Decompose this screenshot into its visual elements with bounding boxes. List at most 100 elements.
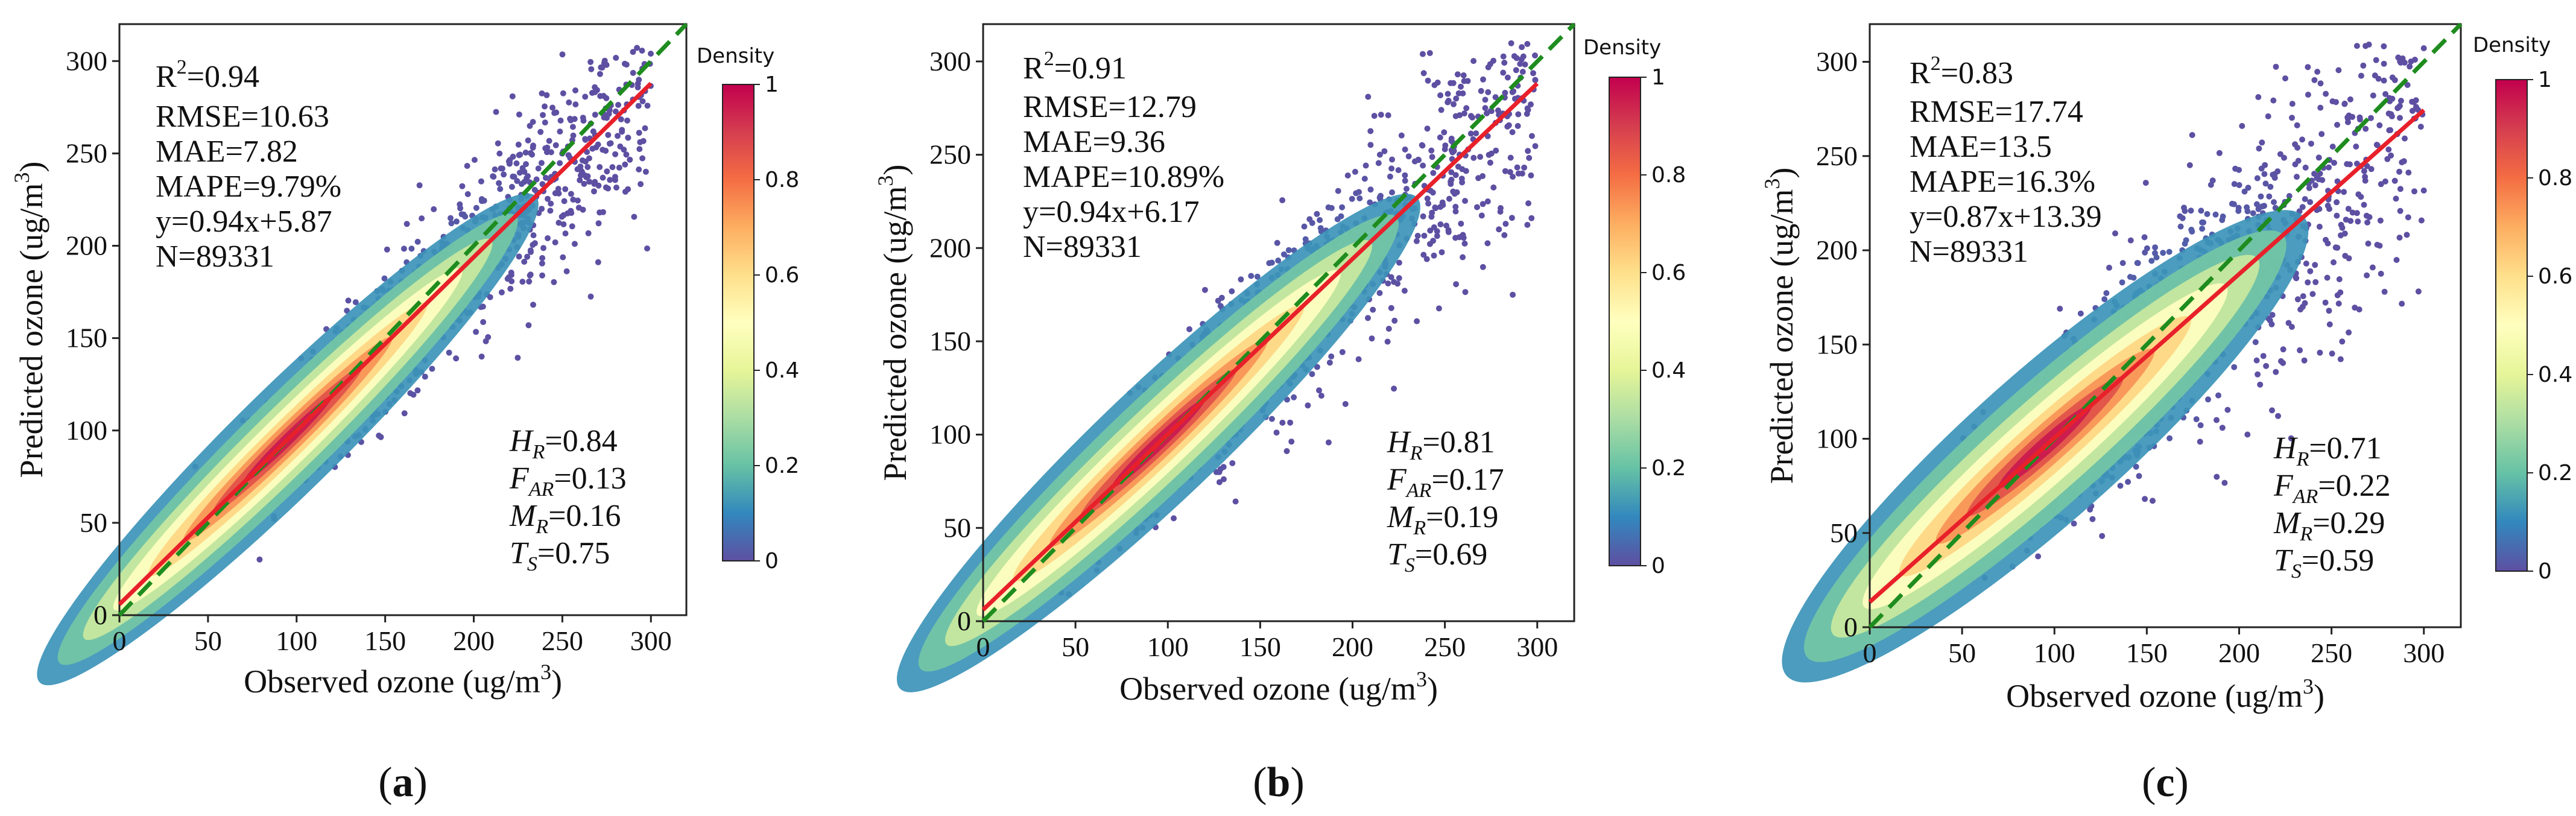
scatter-point-a xyxy=(507,157,513,163)
scatter-point-a xyxy=(644,245,650,251)
colorbar-title-a: Density xyxy=(697,44,774,68)
scatter-point-a xyxy=(513,160,520,166)
scatter-point-a xyxy=(644,103,651,109)
scatter-point-b xyxy=(1186,326,1192,332)
scatter-point-b xyxy=(1396,275,1402,282)
scatter-point-b xyxy=(1530,70,1536,77)
scatter-point-a xyxy=(639,48,645,54)
scatter-point-a xyxy=(623,62,630,68)
scatter-point-c xyxy=(2382,178,2388,185)
scatter-point-b xyxy=(1279,419,1286,426)
scatter-point-a xyxy=(492,166,498,172)
scatter-point-b xyxy=(1484,240,1491,247)
scatter-point-b xyxy=(1425,77,1431,84)
scatter-point-a xyxy=(448,220,455,227)
scatter-point-a xyxy=(516,169,523,176)
scatter-point-a xyxy=(453,218,460,225)
scatter-point-a xyxy=(560,221,567,227)
scatter-point-a xyxy=(416,182,423,189)
scatter-point-a xyxy=(582,136,589,143)
scatter-point-b xyxy=(1449,149,1456,156)
scatter-point-b xyxy=(1229,460,1236,466)
y-tick-label-a: 0 xyxy=(93,599,107,630)
scatter-point-a xyxy=(599,65,606,71)
scatter-point-b xyxy=(1402,172,1408,179)
scatter-point-a xyxy=(352,299,359,306)
scatter-point-a xyxy=(609,164,616,171)
scatter-point-c xyxy=(2323,90,2329,97)
scatter-point-b xyxy=(1458,83,1464,90)
scatter-point-c xyxy=(2125,479,2131,485)
scatter-point-a xyxy=(478,353,485,360)
scatter-point-a xyxy=(635,84,641,90)
scatter-point-a xyxy=(540,245,546,251)
scatter-point-a xyxy=(580,115,586,121)
scatter-point-b xyxy=(1532,52,1538,59)
scatter-point-a xyxy=(522,150,529,156)
scatter-point-b xyxy=(1216,479,1223,485)
scatter-point-b xyxy=(1480,76,1486,83)
scatter-point-c xyxy=(2197,422,2204,429)
scatter-point-c xyxy=(2362,177,2369,184)
scatter-point-b xyxy=(1266,260,1273,267)
scatter-point-b xyxy=(1430,169,1437,176)
scatter-point-b xyxy=(1429,189,1436,196)
scatter-point-b xyxy=(1218,294,1225,301)
scatter-point-a xyxy=(627,156,633,163)
scatter-point-a xyxy=(572,87,578,93)
colorbar-tick-label-a: 0.2 xyxy=(765,454,799,478)
scatter-point-b xyxy=(1405,153,1412,160)
scatter-point-a xyxy=(547,207,554,214)
scatter-point-a xyxy=(514,178,521,185)
scatter-point-a xyxy=(613,54,619,61)
scatter-point-a xyxy=(566,99,572,106)
colorbar-tick-label-b: 1 xyxy=(1651,65,1665,90)
scatter-point-b xyxy=(1285,247,1292,253)
scatter-point-a xyxy=(557,117,564,124)
panel-label-b: (b) xyxy=(1253,759,1305,806)
scatter-point-a xyxy=(574,197,581,204)
scatter-point-a xyxy=(577,177,583,183)
scatter-point-a xyxy=(568,207,574,214)
scatter-point-b xyxy=(1248,273,1255,279)
scatter-point-b xyxy=(1385,112,1391,119)
colorbar-title-b: Density xyxy=(1583,36,1661,60)
scatter-point-a xyxy=(555,186,562,192)
x-tick-label-b: 150 xyxy=(1239,631,1281,662)
scatter-point-b xyxy=(1414,233,1421,239)
scatter-point-a xyxy=(516,111,522,118)
scatter-point-b xyxy=(1502,221,1509,227)
scatter-point-a xyxy=(640,138,647,144)
scatter-point-b xyxy=(1490,57,1496,64)
scatter-point-b xyxy=(1519,170,1525,177)
scatter-point-a xyxy=(401,410,408,417)
scatter-point-a xyxy=(524,253,531,260)
scatter-point-b xyxy=(1389,156,1395,163)
scatter-point-a xyxy=(539,255,546,261)
scatter-point-b xyxy=(1376,289,1383,296)
colorbar-tick-label-a: 0.6 xyxy=(765,263,799,288)
scatter-point-a xyxy=(582,158,589,165)
scatter-point-b xyxy=(1279,197,1286,203)
scatter-point-a xyxy=(560,90,566,96)
y-tick-label-a: 300 xyxy=(66,45,107,76)
scatter-point-a xyxy=(473,329,479,335)
scatter-point-b xyxy=(1457,112,1463,118)
scatter-point-b xyxy=(1514,122,1521,129)
scatter-point-a xyxy=(592,112,598,118)
y-axis-label-a: Predicted ozone (ug/m3) xyxy=(10,162,49,478)
scatter-point-b xyxy=(1338,213,1344,220)
scatter-point-b xyxy=(1420,213,1426,220)
y-tick-label-a: 200 xyxy=(66,230,107,261)
scatter-point-b xyxy=(1484,198,1491,204)
scatter-point-a xyxy=(414,387,421,394)
scatter-point-a xyxy=(572,101,579,108)
scatter-point-a xyxy=(569,223,575,230)
scatter-point-b xyxy=(1490,184,1497,191)
scatter-point-a xyxy=(559,213,565,220)
scatter-point-a xyxy=(588,66,595,72)
scatter-point-a xyxy=(587,293,594,300)
y-tick-label-a: 150 xyxy=(66,323,107,353)
scatter-point-a xyxy=(496,150,503,157)
